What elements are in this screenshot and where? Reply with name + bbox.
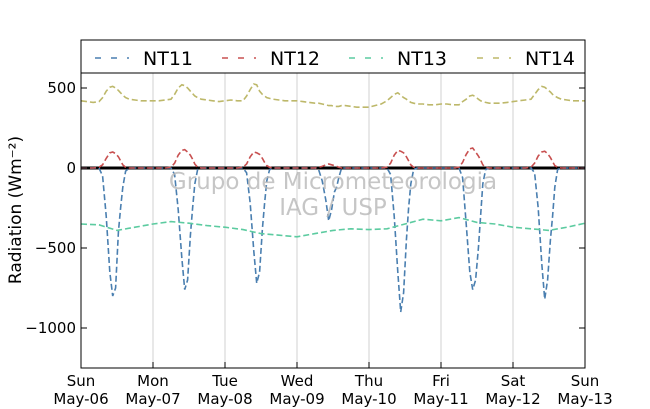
watermark-line-1: Grupo de Micrometeorologia	[169, 169, 497, 195]
x-tick-label-date-5: May-11	[413, 390, 468, 408]
legend-label-nt14: NT14	[525, 48, 575, 70]
x-tick-label-date-1: May-07	[125, 390, 180, 408]
y-tick-label-0: 500	[47, 79, 76, 97]
x-tick-label-date-6: May-12	[485, 390, 540, 408]
x-tick-label-day-6: Sat	[501, 372, 526, 390]
legend: NT11 NT12 NT13 NT14	[80, 39, 586, 74]
x-tick-label-date-4: May-10	[341, 390, 396, 408]
x-tick-label-day-2: Tue	[211, 372, 238, 390]
series-line-nt14	[80, 83, 585, 108]
x-tick-label-day-4: Thu	[354, 372, 383, 390]
y-axis: 500 0 −500 −1000	[25, 79, 585, 337]
x-axis: SunMay-06MonMay-07TueMay-08WedMay-09ThuM…	[53, 362, 613, 408]
x-tick-label-date-7: May-13	[557, 390, 612, 408]
series-lines	[80, 83, 586, 313]
watermark-line-2: IAG / USP	[279, 195, 387, 221]
watermark: Grupo de Micrometeorologia IAG / USP	[169, 169, 497, 221]
legend-label-nt11: NT11	[143, 48, 193, 70]
x-tick-label-day-7: Sun	[571, 372, 600, 390]
x-tick-label-day-1: Mon	[137, 372, 169, 390]
legend-label-nt13: NT13	[397, 48, 447, 70]
x-tick-label-date-0: May-06	[53, 390, 108, 408]
legend-frame	[80, 39, 586, 74]
y-tick-label-2: −500	[35, 239, 76, 257]
x-tick-label-day-0: Sun	[67, 372, 96, 390]
y-tick-label-3: −1000	[25, 319, 76, 337]
x-tick-label-date-2: May-08	[197, 390, 252, 408]
series-line-nt12	[81, 147, 585, 169]
y-axis-label: Radiation (Wm⁻²)	[6, 136, 26, 284]
x-tick-label-day-5: Fri	[432, 372, 450, 390]
y-tick-label-1: 0	[66, 159, 76, 177]
x-tick-label-date-3: May-09	[269, 390, 324, 408]
series-line-nt13	[80, 216, 586, 238]
legend-label-nt12: NT12	[270, 48, 320, 70]
x-tick-label-day-3: Wed	[281, 372, 314, 390]
